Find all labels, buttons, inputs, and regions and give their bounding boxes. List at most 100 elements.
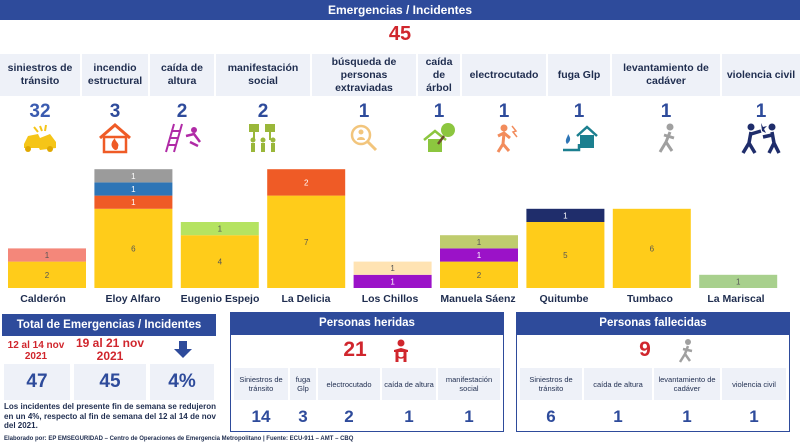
category-count-electrocutado: 1 (498, 101, 510, 122)
bar-segment (180, 222, 259, 236)
station-label: Eloy Alfaro (105, 293, 161, 305)
bar-segment (440, 261, 518, 288)
bar-value-label: 2 (304, 178, 309, 187)
category-header-incendio: incendio estructural (82, 54, 148, 96)
bar-segment (526, 208, 605, 222)
deceased-value: 6 (546, 407, 556, 426)
category-count-levantamiento: 1 (660, 101, 672, 122)
category-count-violencia: 1 (755, 101, 767, 122)
station-label: La Delicia (281, 293, 331, 305)
protest-icon (216, 121, 310, 155)
curr-dates: 19 al 21 nov 2021 (75, 336, 145, 363)
bar-value-label: 2 (45, 271, 50, 280)
bar-value-label: 1 (131, 185, 136, 194)
bar-value-label: 2 (477, 271, 482, 280)
bar-segment (94, 208, 173, 288)
injured-label: manifestación social (438, 368, 500, 400)
category-header-levantamiento: levantamiento de cadáver (612, 54, 720, 96)
injured-label: fuga Glp (290, 368, 316, 400)
category-count-incendio: 3 (109, 101, 121, 122)
station-label: Eugenio Espejo (180, 293, 260, 305)
fall-ladder-icon (150, 121, 214, 155)
station-label: La Mariscal (707, 293, 765, 305)
gas-leak-icon (548, 121, 610, 155)
search-person-icon (312, 121, 416, 155)
corpse-icon (612, 121, 720, 155)
category-header-caida-arbol: caída de árbol (418, 54, 460, 96)
station-label: Calderón (20, 293, 66, 305)
bar-segment (94, 182, 173, 196)
bar-value-label: 6 (650, 244, 655, 253)
category-header-fuga-glp: fuga Glp (548, 54, 610, 96)
injured-value: 1 (404, 407, 414, 426)
bar-segment (353, 261, 432, 275)
bar-value-label: 1 (563, 211, 568, 220)
deceased-label: caída de altura (584, 368, 652, 400)
curr-total-value: 45 (99, 371, 121, 392)
category-count-manifestacion: 2 (257, 101, 269, 122)
category-header-caida-altura: caída de altura (150, 54, 214, 96)
injured-label: electrocutado (318, 368, 380, 400)
bar-segment (267, 195, 346, 288)
bar-segment (94, 169, 173, 183)
fallen-tree-icon (418, 121, 460, 155)
house-fire-icon (82, 121, 148, 155)
bar-segment (8, 248, 86, 262)
bar-segment (440, 248, 518, 262)
electrocuted-icon (462, 121, 546, 155)
injured-total: 21 (343, 338, 367, 361)
bar-value-label: 1 (218, 225, 223, 234)
category-count-siniestros: 32 (29, 101, 51, 122)
bar-segment (612, 208, 691, 288)
total-panel-title: Total de Emergencias / Incidentes (2, 314, 216, 336)
bar-segment (699, 274, 778, 288)
fight-icon (722, 121, 800, 155)
bar-segment (267, 169, 346, 196)
deceased-total: 9 (639, 338, 651, 361)
injured-label: caída de altura (382, 368, 436, 400)
injured-label: Siniestros de tránsito (234, 368, 288, 400)
deceased-person-icon (672, 338, 698, 364)
category-header-manifestacion: manifestación social (216, 54, 310, 96)
station-label: Los Chillos (361, 293, 419, 305)
category-count-caida-arbol: 1 (433, 101, 445, 122)
bar-value-label: 1 (390, 264, 395, 273)
deceased-label: levantamiento de cadáver (654, 368, 720, 400)
bar-value-label: 1 (131, 172, 136, 181)
bar-value-label: 5 (563, 251, 568, 260)
injured-panel-title: Personas heridas (230, 312, 504, 334)
bar-segment (440, 235, 518, 249)
category-header-violencia: violencia civil (722, 54, 800, 96)
bar-value-label: 6 (131, 244, 136, 253)
car-crash-icon (0, 121, 80, 155)
bar-segment (353, 274, 432, 288)
prev-total-value: 47 (26, 371, 48, 392)
station-label: Quitumbe (539, 293, 589, 305)
grand-total: 45 (388, 23, 412, 45)
bar-value-label: 1 (131, 198, 136, 207)
bar-value-label: 1 (390, 277, 395, 286)
station-label: Tumbaco (627, 293, 673, 305)
deceased-label: violencia civil (722, 368, 786, 400)
bar-segment (526, 222, 605, 288)
prev-dates: 12 al 14 nov 2021 (7, 340, 65, 362)
injured-person-icon (388, 338, 414, 364)
bar-segment (8, 261, 86, 288)
bar-value-label: 1 (477, 238, 482, 247)
injured-value: 1 (464, 407, 474, 426)
category-count-caida-altura: 2 (176, 101, 188, 122)
bar-segment (94, 195, 173, 209)
category-header-siniestros: siniestros de tránsito (0, 54, 80, 96)
deceased-panel-title: Personas fallecidas (516, 312, 790, 334)
category-header-busqueda: búsqueda de personas extraviadas (312, 54, 416, 96)
injured-value: 3 (298, 407, 308, 426)
category-header-electrocutado: electrocutado (462, 54, 546, 96)
page-title: Emergencias / Incidentes (0, 0, 800, 20)
bar-value-label: 1 (477, 251, 482, 260)
deceased-label: Siniestros de tránsito (520, 368, 582, 400)
deceased-value: 1 (749, 407, 759, 426)
station-label: Manuela Sáenz (440, 293, 516, 305)
deceased-value: 1 (613, 407, 623, 426)
category-count-fuga-glp: 1 (573, 101, 585, 122)
